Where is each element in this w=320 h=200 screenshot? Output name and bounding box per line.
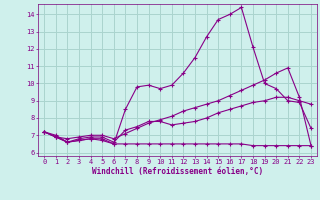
X-axis label: Windchill (Refroidissement éolien,°C): Windchill (Refroidissement éolien,°C) (92, 167, 263, 176)
